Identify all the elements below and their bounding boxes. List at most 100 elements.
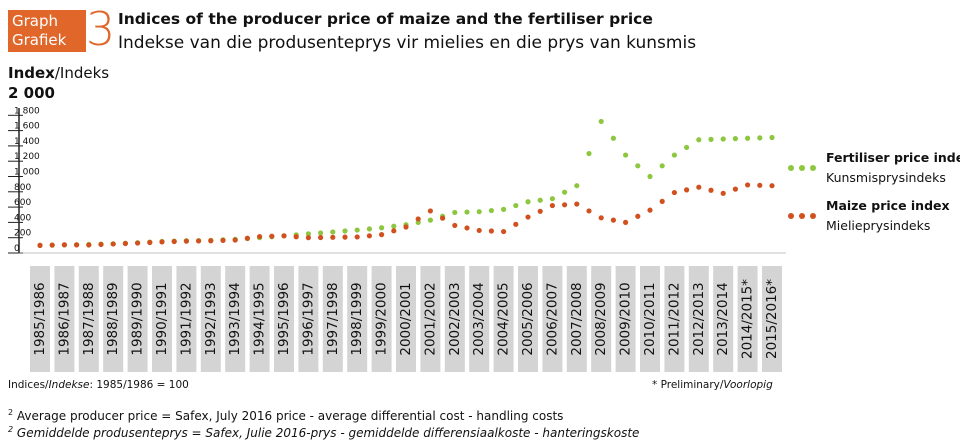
maize-data-point xyxy=(647,207,653,213)
fertiliser-line-dot xyxy=(464,209,470,215)
x-category-box xyxy=(152,266,172,372)
maize-data-point xyxy=(769,183,775,189)
maize-data-point xyxy=(574,201,580,207)
maize-line-dot xyxy=(635,213,641,219)
x-tick-label: 1987/1988 xyxy=(81,282,97,355)
fertiliser-data-point xyxy=(501,206,507,212)
x-tick-label: 1993/1994 xyxy=(227,282,243,355)
x-tick-label: 1986/1987 xyxy=(56,282,72,355)
x-tick-label: 1996/1997 xyxy=(300,282,316,355)
x-category-box xyxy=(688,266,709,372)
maize-data-point xyxy=(696,184,702,190)
maize-line-dot xyxy=(513,221,519,227)
x-category-box xyxy=(493,266,514,372)
y-tick-label: 400 xyxy=(14,213,31,223)
y-tick-label: 1 400 xyxy=(14,137,40,147)
fertiliser-line-dot xyxy=(513,202,519,209)
x-category-box xyxy=(566,266,587,372)
maize-line-dot xyxy=(49,242,55,248)
x-category-box xyxy=(371,266,392,372)
chart-title-afrikaans: Indekse van die produsenteprys vir mieli… xyxy=(118,33,697,53)
legend-fertiliser-name: Fertiliser price index xyxy=(826,150,960,165)
fertiliser-line-dot xyxy=(366,226,372,232)
footnote-base-italic: Indekse xyxy=(48,379,90,391)
x-category-box xyxy=(469,266,490,372)
fertiliser-line-dot xyxy=(659,163,665,169)
footnote-base-prefix: Indices/ xyxy=(8,379,49,391)
fertiliser-data-point xyxy=(671,152,678,158)
maize-data-point xyxy=(501,228,507,235)
fertiliser-data-point xyxy=(476,209,482,215)
x-tick-label: 2004/2005 xyxy=(496,282,512,355)
x-tick-label: 1999/2000 xyxy=(374,282,390,355)
x-tick-label: 1990/1991 xyxy=(154,282,170,355)
x-category-box xyxy=(127,266,148,372)
maize-line-dot xyxy=(147,239,153,246)
chart-title-english: Indices of the producer price of maize a… xyxy=(118,10,653,28)
x-category-box xyxy=(347,266,368,372)
x-category-box xyxy=(298,266,319,372)
x-tick-label: 1995/1996 xyxy=(276,282,292,355)
fertiliser-data-point xyxy=(769,134,775,141)
x-tick-label: 2000/2001 xyxy=(398,282,414,355)
x-tick-label: 2007/2008 xyxy=(569,282,585,355)
maize-line-dot xyxy=(732,186,739,192)
maize-data-point xyxy=(305,235,311,241)
legend-fertiliser-marker xyxy=(788,156,821,175)
x-category-box xyxy=(54,266,75,372)
y-tick-label: 600 xyxy=(14,198,31,208)
y-tick-label: 0 xyxy=(14,244,20,254)
footnote-preliminary: * Preliminary/Voorlopig xyxy=(652,379,773,391)
y-axis-top-label: 2 000 xyxy=(8,84,55,102)
x-tick-label: 2003/2004 xyxy=(471,282,487,355)
graph-number: 3 xyxy=(86,2,116,56)
maize-line-dot xyxy=(537,208,543,214)
fertiliser-data-point xyxy=(720,136,726,142)
x-category-box xyxy=(396,266,416,372)
x-tick-label: 2010/2011 xyxy=(642,282,658,355)
fertiliser-line-dot xyxy=(610,135,617,141)
maize-line-dot xyxy=(269,233,275,239)
x-category-box xyxy=(542,266,563,372)
maize-line-dot xyxy=(464,225,470,231)
fertiliser-line-dot xyxy=(488,207,494,214)
y-tick-label: 1 000 xyxy=(14,168,40,178)
maize-line-dot xyxy=(171,238,177,245)
fertiliser-data-point xyxy=(452,209,458,216)
x-category-box xyxy=(78,266,99,372)
x-tick-label: 1998/1999 xyxy=(349,282,365,355)
footnote-base-suffix: : 1985/1986 = 100 xyxy=(89,379,189,391)
x-tick-label: 2009/2010 xyxy=(618,282,634,355)
x-tick-label: 1985/1986 xyxy=(32,282,48,355)
fertiliser-data-point xyxy=(598,118,604,125)
badge-label-af: Grafiek xyxy=(12,31,67,49)
maize-line-dot xyxy=(610,217,617,223)
maize-data-point xyxy=(745,182,751,188)
maize-data-point xyxy=(623,219,629,225)
fertiliser-data-point xyxy=(525,199,531,205)
x-category-box xyxy=(591,266,612,372)
x-tick-label: 2001/2002 xyxy=(422,282,438,355)
x-tick-label: 2012/2013 xyxy=(691,282,707,355)
x-category-box xyxy=(322,266,343,372)
x-category-box xyxy=(30,266,50,372)
x-tick-label: 2011/2012 xyxy=(666,282,682,355)
y-axis-label-bold: Index xyxy=(8,64,55,82)
x-category-box xyxy=(664,266,685,372)
maize-line-dot xyxy=(488,228,494,234)
fertiliser-line-dot xyxy=(391,223,397,229)
x-tick-label: 2006/2007 xyxy=(544,282,560,355)
x-category-box xyxy=(225,266,246,372)
maize-data-point xyxy=(354,234,360,240)
fertiliser-data-point xyxy=(305,231,311,237)
maize-data-point xyxy=(257,233,263,240)
x-category-box xyxy=(249,266,270,372)
maize-line-dot xyxy=(122,240,128,247)
fertiliser-line-dot xyxy=(732,136,739,142)
fertiliser-data-point xyxy=(549,196,556,202)
note-english: 2 Average producer price = Safex, July 2… xyxy=(8,408,563,423)
maize-line-dot xyxy=(74,242,80,248)
maize-data-point xyxy=(379,232,385,238)
fertiliser-line-dot xyxy=(635,163,641,169)
maize-data-point xyxy=(720,190,726,196)
